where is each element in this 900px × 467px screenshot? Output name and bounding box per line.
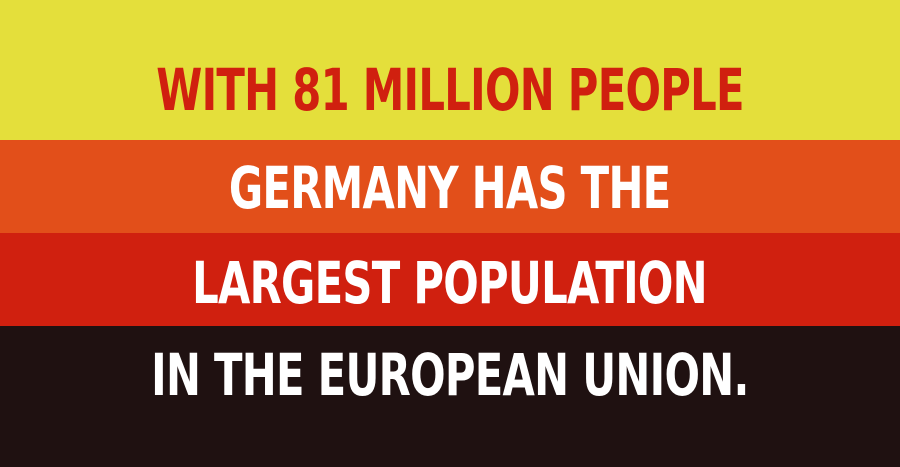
band-yellow: WITH 81 MILLION PEOPLE: [0, 0, 900, 140]
band-dark: IN THE EUROPEAN UNION.: [0, 326, 900, 467]
band-orange: GERMANY HAS THE: [0, 140, 900, 233]
band-red: LARGEST POPULATION: [0, 233, 900, 326]
headline-line-1: WITH 81 MILLION PEOPLE: [156, 56, 744, 124]
headline-line-2: GERMANY HAS THE: [229, 153, 671, 222]
headline-line-4: IN THE EUROPEAN UNION.: [151, 340, 749, 409]
headline-line-3: LARGEST POPULATION: [192, 248, 709, 317]
